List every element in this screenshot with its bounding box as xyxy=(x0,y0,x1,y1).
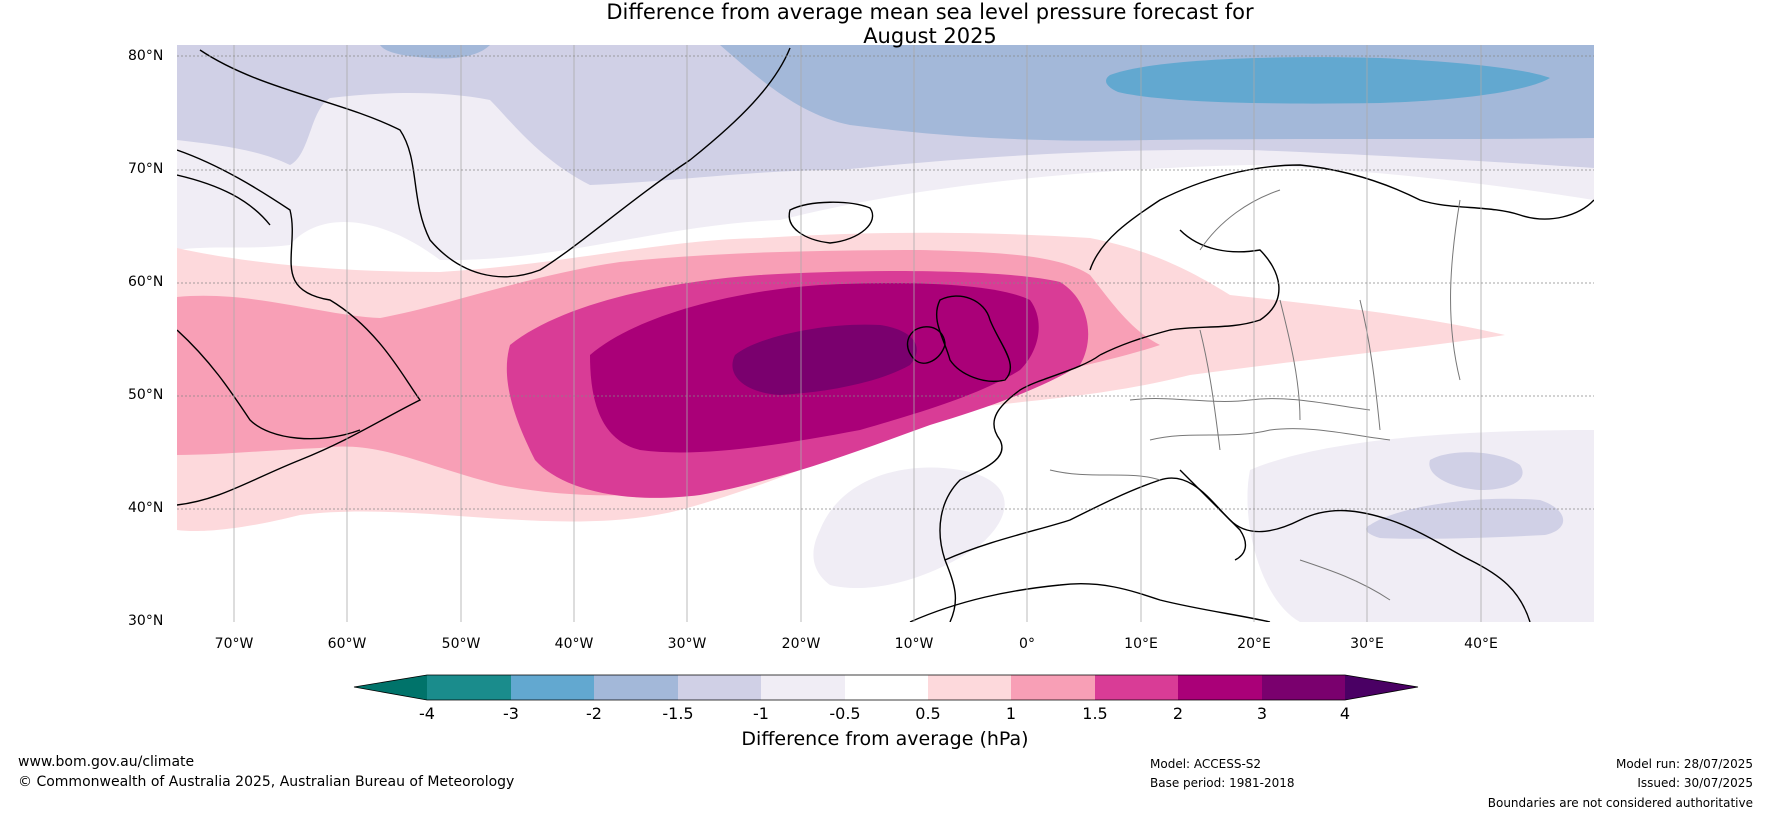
colorbar-tick: -3 xyxy=(503,704,519,723)
colorbar-segment-5 xyxy=(761,675,845,700)
colorbar-under-arrow xyxy=(354,675,427,700)
lon-label-10e: 10°E xyxy=(1124,636,1158,652)
colorbar-segment-8 xyxy=(1011,675,1095,700)
lat-label-50n: 50°N xyxy=(128,387,164,403)
lon-label-10w: 10°W xyxy=(894,636,934,652)
britain-coast xyxy=(935,295,1012,382)
title-line-1: Difference from average mean sea level p… xyxy=(606,0,1254,24)
colorbar-tick: 1 xyxy=(1005,704,1017,723)
baffin-coast xyxy=(177,174,271,226)
canada-coast xyxy=(177,149,422,506)
colorbar-tick: -1.5 xyxy=(662,704,694,723)
colorbar-segment-9 xyxy=(1095,675,1178,700)
coastlines xyxy=(177,47,1594,622)
footer-issued: Issued: 30/07/2025 xyxy=(1637,776,1753,790)
colorbar-segment-11 xyxy=(1262,675,1345,700)
colorbar-over-arrow xyxy=(1345,675,1418,700)
lon-label-50w: 50°W xyxy=(441,636,481,652)
colorbar-tick: 3 xyxy=(1256,704,1268,723)
greenland-coast xyxy=(199,47,791,278)
africa-coast xyxy=(909,582,1271,622)
contour-neg-1-blacksea xyxy=(1429,452,1523,490)
lat-label-60n: 60°N xyxy=(128,274,164,290)
title-line-2: August 2025 xyxy=(863,24,997,48)
latitude-gridlines xyxy=(177,55,1594,510)
iceland-coast xyxy=(788,201,874,244)
lon-label-30e: 30°E xyxy=(1350,636,1384,652)
ireland-coast xyxy=(906,326,946,364)
lon-label-0: 0° xyxy=(1019,636,1035,652)
colorbar-tick: -0.5 xyxy=(829,704,861,723)
colorbar-segment-7 xyxy=(928,675,1011,700)
footer-model-run: Model run: 28/07/2025 xyxy=(1615,757,1753,771)
colorbar-label: Difference from average (hPa) xyxy=(741,728,1029,750)
colorbar-segment-3 xyxy=(594,675,678,700)
lon-label-40w: 40°W xyxy=(554,636,594,652)
labrador-coast xyxy=(177,329,361,440)
colorbar-tick: 2 xyxy=(1172,704,1184,723)
europe-west-coast xyxy=(939,354,1101,622)
colorbar-segment-4 xyxy=(678,675,761,700)
colorbar-tick: 4 xyxy=(1339,704,1351,723)
colorbar-segment-1 xyxy=(427,675,511,700)
lon-label-60w: 60°W xyxy=(327,636,367,652)
map-title: Difference from average mean sea level p… xyxy=(0,0,1770,48)
longitude-gridlines xyxy=(233,45,1482,622)
footer-copyright: © Commonwealth of Australia 2025, Austra… xyxy=(18,774,515,790)
mediterranean-coast xyxy=(944,477,1531,622)
colorbar-outline xyxy=(353,674,1419,701)
map-area xyxy=(177,45,1594,622)
footer-base-period: Base period: 1981-2018 xyxy=(1150,776,1295,790)
lat-label-40n: 40°N xyxy=(128,500,164,516)
contour-neg-0p5-med xyxy=(813,467,1005,589)
baltic-coast xyxy=(1099,229,1280,356)
lat-label-30n: 30°N xyxy=(128,613,164,629)
contour-pos-3 xyxy=(732,324,917,395)
colorbar-segment-10 xyxy=(1178,675,1262,700)
scandinavia-coast xyxy=(1089,164,1594,271)
lon-label-40e: 40°E xyxy=(1464,636,1498,652)
colorbar-tick: 1.5 xyxy=(1082,704,1108,723)
lat-label-80n: 80°N xyxy=(128,48,164,64)
lon-label-70w: 70°W xyxy=(214,636,254,652)
lon-label-20e: 20°E xyxy=(1237,636,1271,652)
colorbar xyxy=(353,674,1419,701)
lon-label-30w: 30°W xyxy=(667,636,707,652)
footer-model: Model: ACCESS-S2 xyxy=(1150,757,1262,771)
colorbar-tick: 0.5 xyxy=(915,704,941,723)
footer-disclaimer: Boundaries are not considered authoritat… xyxy=(1487,796,1753,810)
borders xyxy=(1049,189,1461,601)
colorbar-tick: -1 xyxy=(753,704,769,723)
colorbar-tick: -2 xyxy=(586,704,602,723)
colorbar-segment-2 xyxy=(511,675,594,700)
colorbar-tick: -4 xyxy=(419,704,435,723)
contour-neg-2 xyxy=(1106,57,1550,104)
lon-label-20w: 20°W xyxy=(781,636,821,652)
footer-website-link[interactable]: www.bom.gov.au/climate xyxy=(18,754,195,770)
italy-coast xyxy=(1179,469,1247,561)
colorbar-segment-6 xyxy=(845,675,928,700)
lat-label-70n: 70°N xyxy=(128,161,164,177)
contour-neg-1p5-greenland xyxy=(380,45,490,59)
